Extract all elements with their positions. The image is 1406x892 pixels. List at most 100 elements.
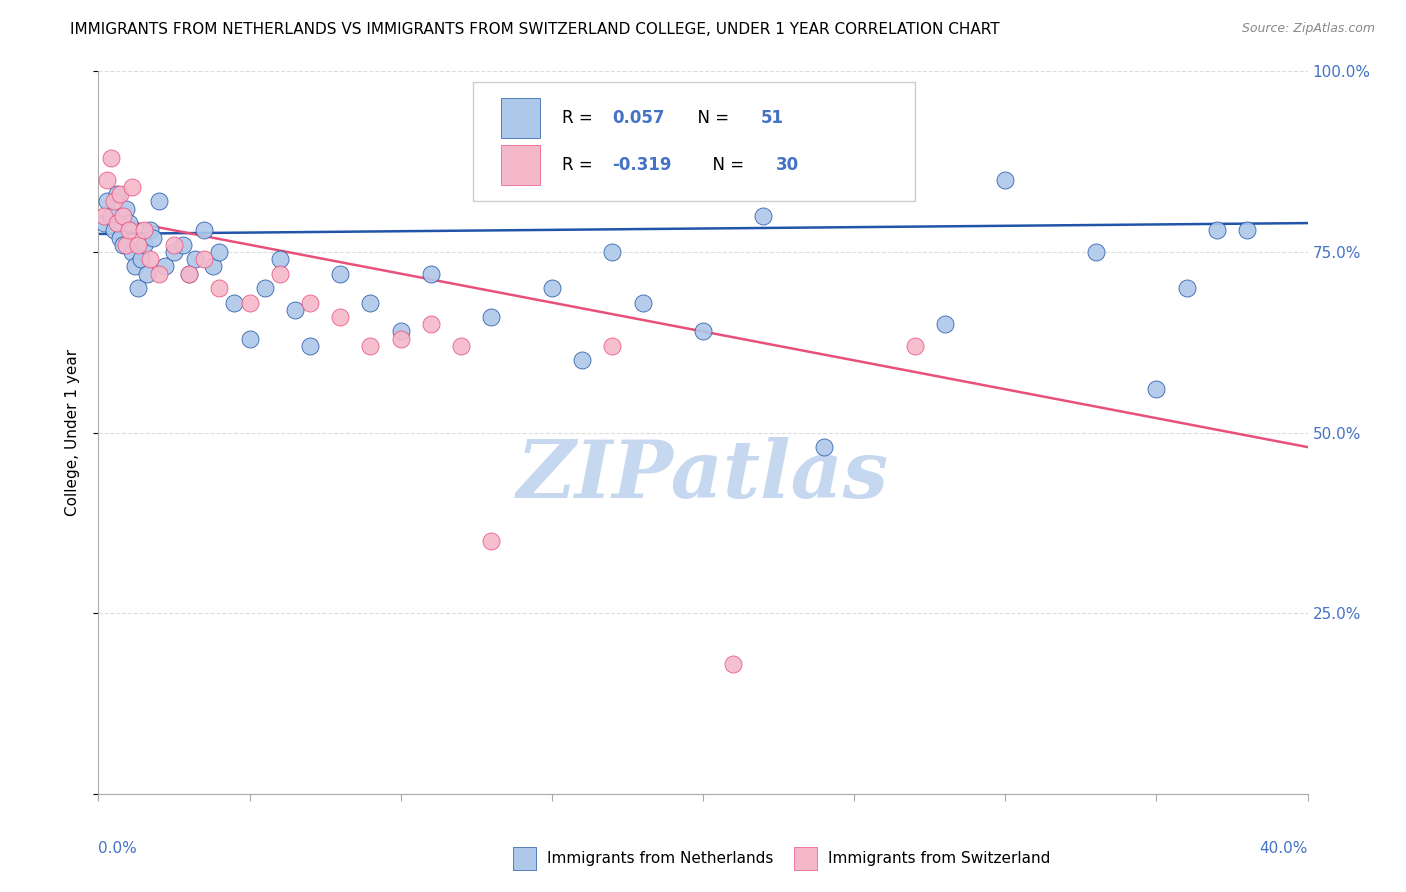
Point [127,281,149,295]
Point [269,267,291,281]
Point [299,295,322,310]
Point [142,230,165,244]
Point [139,252,162,267]
Point [163,237,186,252]
Point [1085,244,1108,259]
Point [96,173,118,187]
Point [329,310,352,324]
Point [193,252,215,267]
Point [571,353,593,368]
Point [389,325,412,339]
Text: N =: N = [702,156,749,174]
Point [389,332,412,346]
Y-axis label: College, Under 1 year: College, Under 1 year [65,349,80,516]
Text: R =: R = [561,156,598,174]
Point [602,339,624,353]
Point [904,339,927,353]
Point [108,187,131,202]
Point [360,295,382,310]
Point [111,209,134,223]
Point [602,244,624,259]
Point [1206,223,1229,237]
Point [1236,223,1258,237]
Point [1144,382,1167,396]
Point [114,202,136,216]
Point [184,252,207,267]
Point [100,209,122,223]
Point [420,267,443,281]
Point [481,310,503,324]
Point [1175,281,1198,295]
Point [96,194,118,209]
Point [132,237,155,252]
Point [129,252,152,267]
Point [540,281,562,295]
Point [118,223,141,237]
Point [208,244,231,259]
Point [105,187,128,202]
Bar [501,145,540,186]
Point [93,216,115,230]
Point [103,194,125,209]
Point [253,281,276,295]
Point [692,325,714,339]
Point [148,267,170,281]
Text: R =: R = [561,110,598,128]
Point [100,151,122,165]
Point [269,252,291,267]
Point [179,267,201,281]
Point [239,295,262,310]
Point [93,209,115,223]
Point [148,194,170,209]
Point [127,237,149,252]
Point [121,180,143,194]
Text: ZIPatlas: ZIPatlas [517,437,889,515]
Point [172,237,194,252]
Point [124,260,146,274]
Point [420,317,443,331]
Text: 40.0%: 40.0% [1260,841,1308,855]
Point [118,216,141,230]
Bar [501,98,540,138]
Point [813,440,835,454]
Point [121,244,143,259]
Text: N =: N = [688,110,735,128]
Point [208,281,231,295]
Point [224,295,246,310]
Point [202,260,225,274]
Point [329,267,352,281]
Text: 30: 30 [776,156,799,174]
Point [360,339,382,353]
Point [105,216,128,230]
Point [132,223,155,237]
Text: 0.0%: 0.0% [98,841,138,855]
Point [450,339,472,353]
Point [994,173,1017,187]
Point [111,237,134,252]
Text: IMMIGRANTS FROM NETHERLANDS VS IMMIGRANTS FROM SWITZERLAND COLLEGE, UNDER 1 YEAR: IMMIGRANTS FROM NETHERLANDS VS IMMIGRANT… [70,22,1000,37]
Point [752,209,775,223]
Point [193,223,215,237]
Text: Immigrants from Switzerland: Immigrants from Switzerland [828,851,1050,865]
Point [299,339,322,353]
Text: 0.057: 0.057 [613,110,665,128]
Point [239,332,262,346]
Point [153,260,176,274]
Point [114,237,136,252]
Point [103,223,125,237]
Point [179,267,201,281]
Point [481,533,503,548]
Text: 51: 51 [761,110,785,128]
Point [163,244,186,259]
Point [135,267,157,281]
Text: Immigrants from Netherlands: Immigrants from Netherlands [547,851,773,865]
Point [631,295,654,310]
Point [934,317,956,331]
Point [723,657,745,671]
Point [139,223,162,237]
Point [108,230,131,244]
Point [284,302,307,317]
FancyBboxPatch shape [474,82,915,202]
Text: -0.319: -0.319 [613,156,672,174]
Text: Source: ZipAtlas.com: Source: ZipAtlas.com [1241,22,1375,36]
